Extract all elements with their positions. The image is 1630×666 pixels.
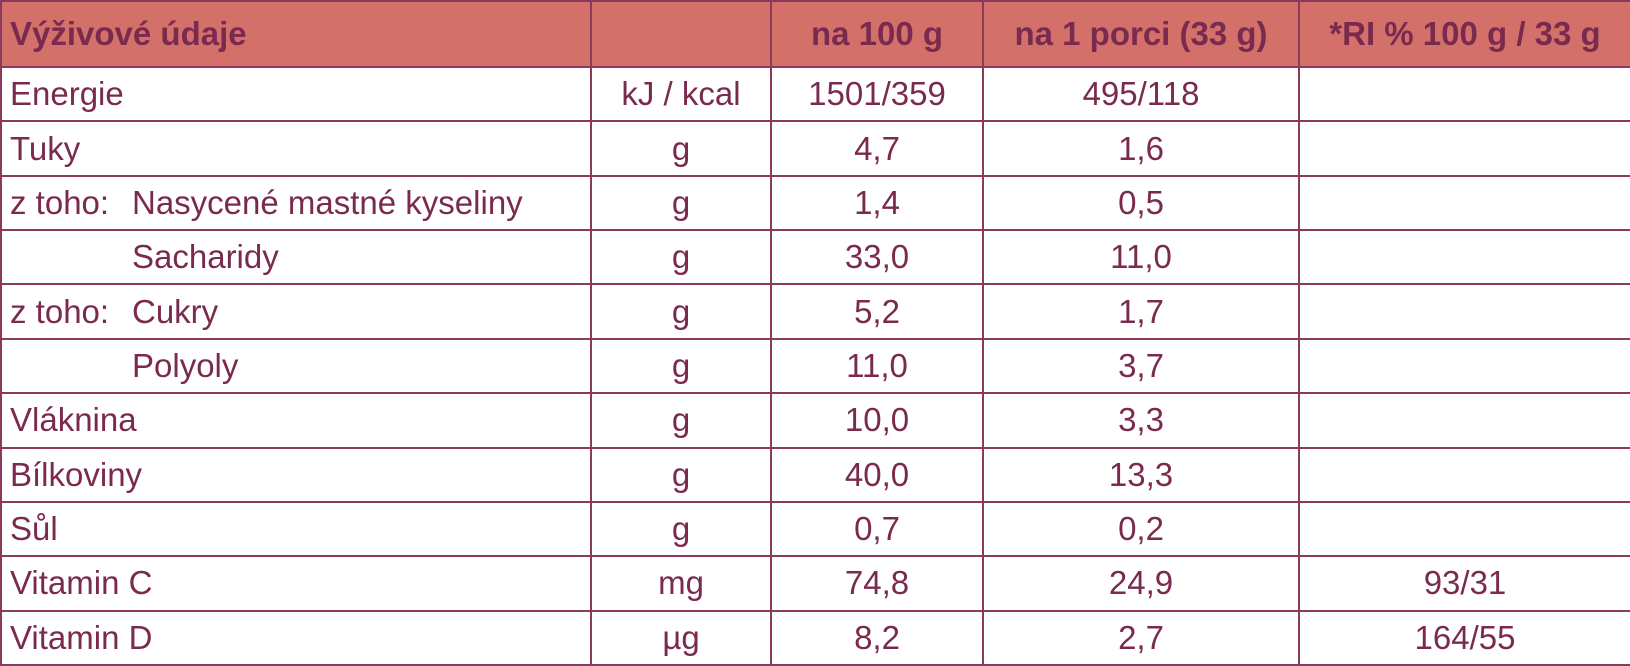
unit-cell: g: [590, 229, 772, 286]
per-portion-cell: 24,9: [982, 555, 1300, 612]
table-row: Tuky g 4,7 1,6: [0, 120, 1630, 177]
nutrient-prefix: z toho:: [10, 292, 110, 330]
unit-cell: mg: [590, 555, 772, 612]
unit-cell: g: [590, 446, 772, 503]
unit-cell: µg: [590, 609, 772, 666]
nutrient-name: Sůl: [10, 510, 58, 548]
unit-cell: g: [590, 337, 772, 395]
header-nutrient: Výživové údaje: [0, 0, 592, 68]
unit-cell: kJ / kcal: [590, 65, 772, 123]
per-100g-cell: 8,2: [770, 609, 984, 666]
ri-percent-cell: [1298, 337, 1630, 395]
nutrient-name-cell: Bílkoviny: [0, 446, 592, 503]
table-row: Sůl g 0,7 0,2: [0, 500, 1630, 558]
nutrient-name-cell: z toho: Cukry: [0, 283, 592, 340]
table-row: Bílkoviny g 40,0 13,3: [0, 446, 1630, 503]
nutrient-name: Polyoly: [132, 346, 239, 384]
nutrient-name: Bílkoviny: [10, 455, 143, 493]
ri-percent-cell: [1298, 120, 1630, 177]
nutrient-prefix: z toho:: [10, 183, 110, 221]
nutrient-name: Tuky: [10, 129, 81, 167]
table-header: Výživové údaje na 100 g na 1 porci (33 g…: [0, 0, 1630, 68]
per-100g-cell: 10,0: [770, 392, 984, 449]
nutrient-name-cell: Energie: [0, 65, 592, 123]
per-100g-cell: 33,0: [770, 229, 984, 286]
per-100g-cell: 74,8: [770, 555, 984, 612]
nutrient-name: Energie: [10, 75, 124, 113]
unit-cell: g: [590, 500, 772, 558]
nutrient-name-cell: Sůl: [0, 500, 592, 558]
nutrient-name-cell: Vitamin D: [0, 609, 592, 666]
table-body: Energie kJ / kcal 1501/359 495/118 Tuky g 4,7 1…: [0, 65, 1630, 666]
nutrient-name: Cukry: [132, 292, 219, 330]
nutrient-name: Vláknina: [10, 401, 137, 439]
table-row: Sacharidy g 33,0 11,0: [0, 229, 1630, 286]
header-per-100g: na 100 g: [770, 0, 984, 68]
ri-percent-cell: [1298, 500, 1630, 558]
header-row: Výživové údaje na 100 g na 1 porci (33 g…: [0, 0, 1630, 68]
unit-cell: g: [590, 120, 772, 177]
nutrient-name-cell: Vláknina: [0, 392, 592, 449]
per-100g-cell: 4,7: [770, 120, 984, 177]
per-100g-cell: 1501/359: [770, 65, 984, 123]
header-ri-percent: *RI % 100 g / 33 g: [1298, 0, 1630, 68]
ri-percent-cell: [1298, 65, 1630, 123]
per-portion-cell: 2,7: [982, 609, 1300, 666]
table-row: Vitamin C mg 74,8 24,9 93/31: [0, 555, 1630, 612]
header-per-portion: na 1 porci (33 g): [982, 0, 1300, 68]
per-100g-cell: 11,0: [770, 337, 984, 395]
per-portion-cell: 495/118: [982, 65, 1300, 123]
nutrient-name: Vitamin C: [10, 564, 153, 602]
per-portion-cell: 3,7: [982, 337, 1300, 395]
table-row: Vitamin D µg 8,2 2,7 164/55: [0, 609, 1630, 666]
nutrient-name: Nasycené mastné kyseliny: [132, 183, 523, 221]
ri-percent-cell: 164/55: [1298, 609, 1630, 666]
per-100g-cell: 5,2: [770, 283, 984, 340]
per-portion-cell: 0,2: [982, 500, 1300, 558]
nutrient-name: Sacharidy: [132, 238, 279, 276]
table-row: Polyoly g 11,0 3,7: [0, 337, 1630, 395]
table-row: z toho: Nasycené mastné kyseliny g 1,4 0,5: [0, 174, 1630, 232]
per-100g-cell: 40,0: [770, 446, 984, 503]
table-row: Vláknina g 10,0 3,3: [0, 392, 1630, 449]
ri-percent-cell: [1298, 446, 1630, 503]
header-unit: [590, 0, 772, 68]
unit-cell: g: [590, 283, 772, 340]
nutrient-name-cell: Sacharidy: [0, 229, 592, 286]
nutrient-name-cell: Vitamin C: [0, 555, 592, 612]
per-100g-cell: 1,4: [770, 174, 984, 232]
per-portion-cell: 1,7: [982, 283, 1300, 340]
table-row: z toho: Cukry g 5,2 1,7: [0, 283, 1630, 340]
ri-percent-cell: [1298, 229, 1630, 286]
per-portion-cell: 11,0: [982, 229, 1300, 286]
ri-percent-cell: [1298, 174, 1630, 232]
unit-cell: g: [590, 392, 772, 449]
per-portion-cell: 3,3: [982, 392, 1300, 449]
nutrient-name-cell: Tuky: [0, 120, 592, 177]
nutrient-name-cell: Polyoly: [0, 337, 592, 395]
per-portion-cell: 0,5: [982, 174, 1300, 232]
ri-percent-cell: [1298, 283, 1630, 340]
per-portion-cell: 13,3: [982, 446, 1300, 503]
nutrient-name: Vitamin D: [10, 618, 153, 656]
per-100g-cell: 0,7: [770, 500, 984, 558]
unit-cell: g: [590, 174, 772, 232]
table-row: Energie kJ / kcal 1501/359 495/118: [0, 65, 1630, 123]
nutrient-name-cell: z toho: Nasycené mastné kyseliny: [0, 174, 592, 232]
per-portion-cell: 1,6: [982, 120, 1300, 177]
ri-percent-cell: [1298, 392, 1630, 449]
ri-percent-cell: 93/31: [1298, 555, 1630, 612]
